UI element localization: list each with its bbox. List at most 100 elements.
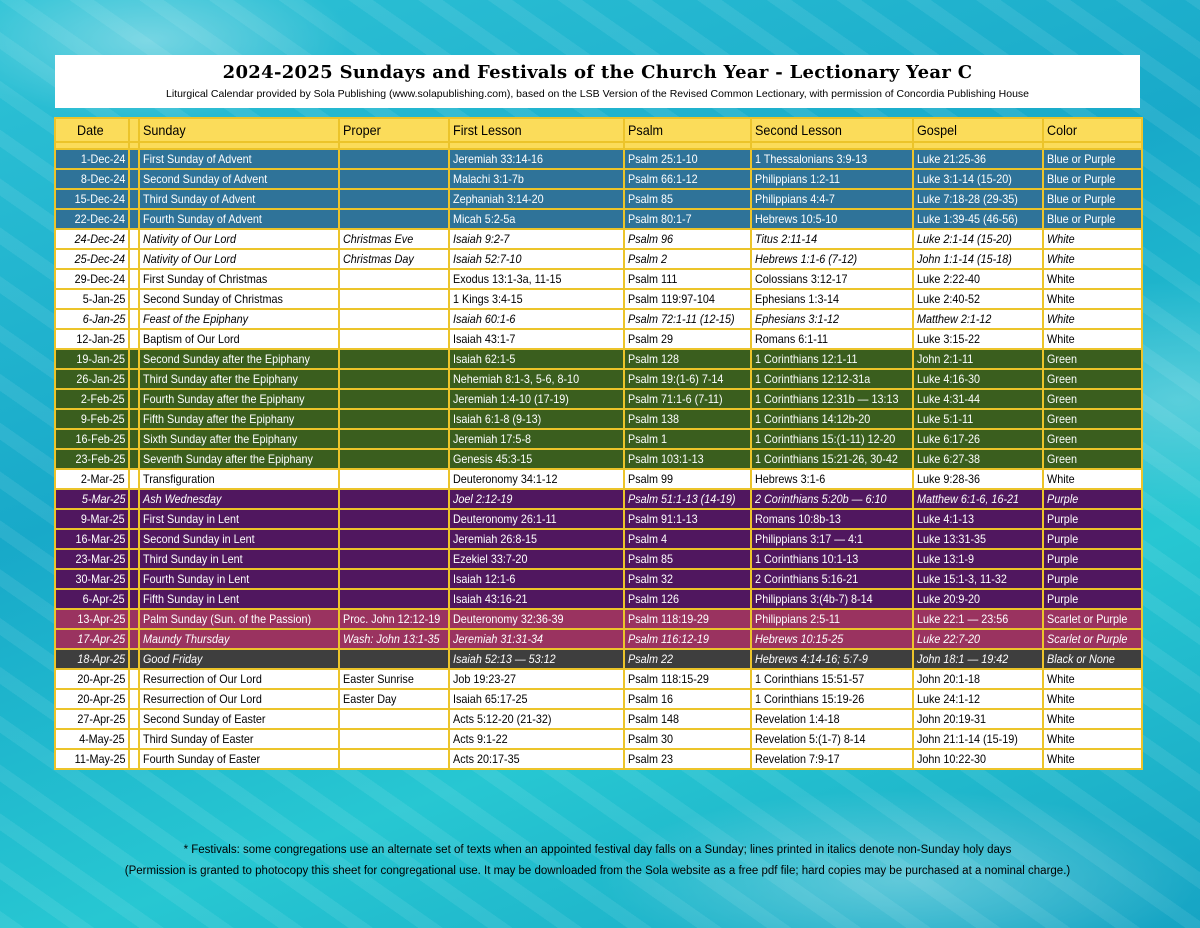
cell-psalm: Psalm 23 [623,748,752,770]
cell-proper [338,188,450,210]
cell-sunday: Nativity of Our Lord [138,228,340,250]
cell-gospel: Luke 6:27-38 [912,448,1044,470]
cell-gospel: Luke 6:17-26 [912,428,1044,450]
spacer-cell [623,141,752,150]
sunday-text: Fourth Sunday in Lent [143,572,250,586]
table-row: 20-Apr-25 Resurrection of Our Lord Easter … [54,688,1143,710]
cell-gospel: Luke 2:1-14 (15-20) [912,228,1044,250]
first-lesson-text: Jeremiah 1:4-10 (17-19) [453,392,569,406]
gospel-text: Luke 3:15-22 [917,332,981,346]
second-lesson-text: Hebrews 10:5-10 [755,212,838,226]
cell-second-lesson: Hebrews 10:15-25 [750,628,914,650]
cell-date: 2-Feb-25 [54,388,130,410]
second-lesson-text: Hebrews 4:14-16; 5:7-9 [755,652,868,666]
first-lesson-text: Acts 9:1-22 [453,732,508,746]
sunday-text: Seventh Sunday after the Epiphany [143,452,313,466]
table-row: 22-Dec-24 Fourth Sunday of Advent Micah 5:… [54,208,1143,230]
color-text: Blue or Purple [1047,152,1116,166]
column-header-blank [128,117,140,143]
color-text: White [1047,472,1075,486]
cell-gospel: John 18:1 — 19:42 [912,648,1044,670]
cell-date: 24-Dec-24 [54,228,130,250]
cell-gospel: Luke 22:1 — 23:56 [912,608,1044,630]
date-text: 6-Apr-25 [82,592,125,606]
table-row: 20-Apr-25 Resurrection of Our Lord Easter … [54,668,1143,690]
first-lesson-text: Isaiah 65:17-25 [453,692,528,706]
table-row: 8-Dec-24 Second Sunday of Advent Malachi 3… [54,168,1143,190]
cell-color: White [1042,328,1143,350]
date-text: 16-Feb-25 [75,432,125,446]
cell-gospel: Luke 2:22-40 [912,268,1044,290]
date-text: 20-Apr-25 [76,692,125,706]
cell-color: White [1042,708,1143,730]
proper-text: Easter Sunrise [343,672,414,686]
cell-color: Green [1042,428,1143,450]
cell-psalm: Psalm 91:1-13 [623,508,752,530]
page-title: 2024-2025 Sundays and Festivals of the C… [222,62,973,83]
cell-first-lesson: Isaiah 6:1-8 (9-13) [448,408,625,430]
cell-proper: Easter Sunrise [338,668,450,690]
date-text: 22-Dec-24 [74,212,125,226]
second-lesson-text: Ephesians 1:3-14 [755,292,840,306]
table-row: 5-Mar-25 Ash Wednesday Joel 2:12-19 Psalm 5… [54,488,1143,510]
cell-sunday: Third Sunday in Lent [138,548,340,570]
proper-text: Christmas Eve [343,232,414,246]
cell-gospel: Luke 13:31-35 [912,528,1044,550]
sunday-text: Resurrection of Our Lord [143,692,262,706]
cell-first-lesson: Isaiah 9:2-7 [448,228,625,250]
cell-second-lesson: Ephesians 1:3-14 [750,288,914,310]
cell-psalm: Psalm 25:1-10 [623,148,752,170]
cell-date: 29-Dec-24 [54,268,130,290]
first-lesson-text: Genesis 45:3-15 [453,452,533,466]
second-lesson-text: Philippians 3:(4b-7) 8-14 [755,592,873,606]
second-lesson-text: Philippians 1:2-11 [755,172,841,186]
sunday-text: Third Sunday of Easter [143,732,254,746]
cell-color: White [1042,228,1143,250]
cell-first-lesson: Jeremiah 17:5-8 [448,428,625,450]
sunday-text: Good Friday [143,652,203,666]
cell-psalm: Psalm 66:1-12 [623,168,752,190]
cell-sunday: Baptism of Our Lord [138,328,340,350]
cell-psalm: Psalm 30 [623,728,752,750]
psalm-text: Psalm 118:19-29 [628,612,709,626]
footer-permission: (Permission is granted to photocopy this… [124,865,1071,877]
cell-first-lesson: Micah 5:2-5a [448,208,625,230]
cell-gospel: Luke 1:39-45 (46-56) [912,208,1044,230]
cell-proper [338,368,450,390]
column-header-label: Color [1047,122,1078,138]
cell-proper [338,148,450,170]
date-text: 5-Jan-25 [82,292,125,306]
first-lesson-text: Ezekiel 33:7-20 [453,552,528,566]
cell-sunday: Third Sunday after the Epiphany [138,368,340,390]
color-text: Green [1047,372,1078,386]
first-lesson-text: Deuteronomy 26:1-11 [453,512,557,526]
sunday-text: Second Sunday of Christmas [143,292,283,306]
cell-date: 4-May-25 [54,728,130,750]
gospel-text: Luke 4:16-30 [917,372,981,386]
date-text: 26-Jan-25 [76,372,125,386]
first-lesson-text: Deuteronomy 32:36-39 [453,612,564,626]
cell-psalm: Psalm 72:1-11 (12-15) [623,308,752,330]
cell-color: White [1042,308,1143,330]
cell-blank [128,288,140,310]
second-lesson-text: 1 Corinthians 15:19-26 [755,692,865,706]
psalm-text: Psalm 91:1-13 [628,512,698,526]
color-text: Blue or Purple [1047,192,1116,206]
first-lesson-text: Isaiah 43:1-7 [453,332,516,346]
cell-sunday: Second Sunday of Christmas [138,288,340,310]
psalm-text: Psalm 138 [628,412,680,426]
cell-color: Scarlet or Purple [1042,608,1143,630]
cell-gospel: John 20:19-31 [912,708,1044,730]
color-text: Purple [1047,532,1079,546]
sunday-text: Third Sunday in Lent [143,552,243,566]
cell-proper [338,748,450,770]
cell-color: White [1042,268,1143,290]
first-lesson-text: Acts 5:12-20 (21-32) [453,712,552,726]
color-text: White [1047,732,1075,746]
gospel-text: John 2:1-11 [917,352,974,366]
cell-date: 23-Feb-25 [54,448,130,470]
cell-date: 15-Dec-24 [54,188,130,210]
color-text: Scarlet or Purple [1047,632,1128,646]
cell-psalm: Psalm 85 [623,188,752,210]
cell-second-lesson: Philippians 3:17 — 4:1 [750,528,914,550]
